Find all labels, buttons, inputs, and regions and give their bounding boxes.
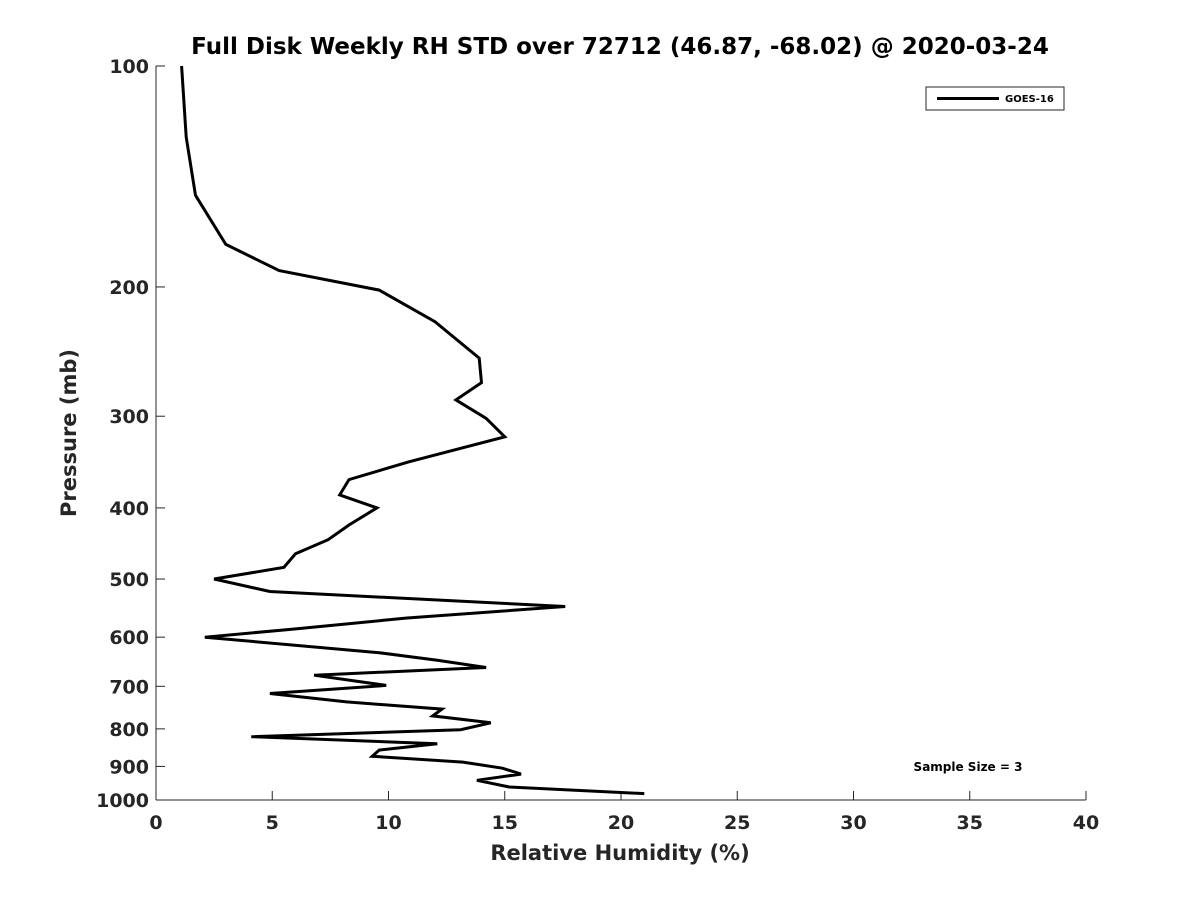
x-tick-label: 40	[1073, 812, 1099, 834]
sample-size-annotation: Sample Size = 3	[914, 760, 1023, 774]
x-axis-label: Relative Humidity (%)	[490, 841, 749, 865]
y-tick-label: 600	[109, 627, 149, 649]
x-tick-label: 5	[266, 812, 279, 834]
x-tick-label: 25	[724, 812, 750, 834]
y-tick-label: 800	[109, 719, 149, 741]
y-tick-label: 900	[109, 756, 149, 778]
series-line-goes-16	[180, 65, 645, 796]
x-tick-label: 35	[957, 812, 983, 834]
y-tick-label: 300	[109, 406, 149, 428]
y-tick-label: 700	[109, 676, 149, 698]
chart-title: Full Disk Weekly RH STD over 72712 (46.8…	[191, 34, 1049, 60]
y-tick-label: 500	[109, 569, 149, 591]
x-tick-label: 15	[492, 812, 518, 834]
y-tick-label: 400	[109, 498, 149, 520]
y-tick-label: 100	[109, 56, 149, 78]
y-tick-label: 200	[109, 277, 149, 299]
legend: GOES-16	[925, 86, 1065, 111]
series-group	[180, 65, 645, 796]
legend-label: GOES-16	[1005, 94, 1054, 105]
plot-frame	[155, 66, 1086, 801]
x-tick-label: 30	[840, 812, 866, 834]
x-tick-label: 10	[375, 812, 401, 834]
y-axis-ticks: 100 200 300 400 500 600 700 800 900 1000	[96, 56, 165, 812]
y-tick-label: 1000	[96, 790, 149, 812]
y-axis-label: Pressure (mb)	[57, 349, 81, 517]
x-tick-label: 0	[149, 812, 162, 834]
x-axis-ticks: 0 5 10 15 20 25 30 35 40	[149, 791, 1099, 834]
x-tick-label: 20	[608, 812, 634, 834]
